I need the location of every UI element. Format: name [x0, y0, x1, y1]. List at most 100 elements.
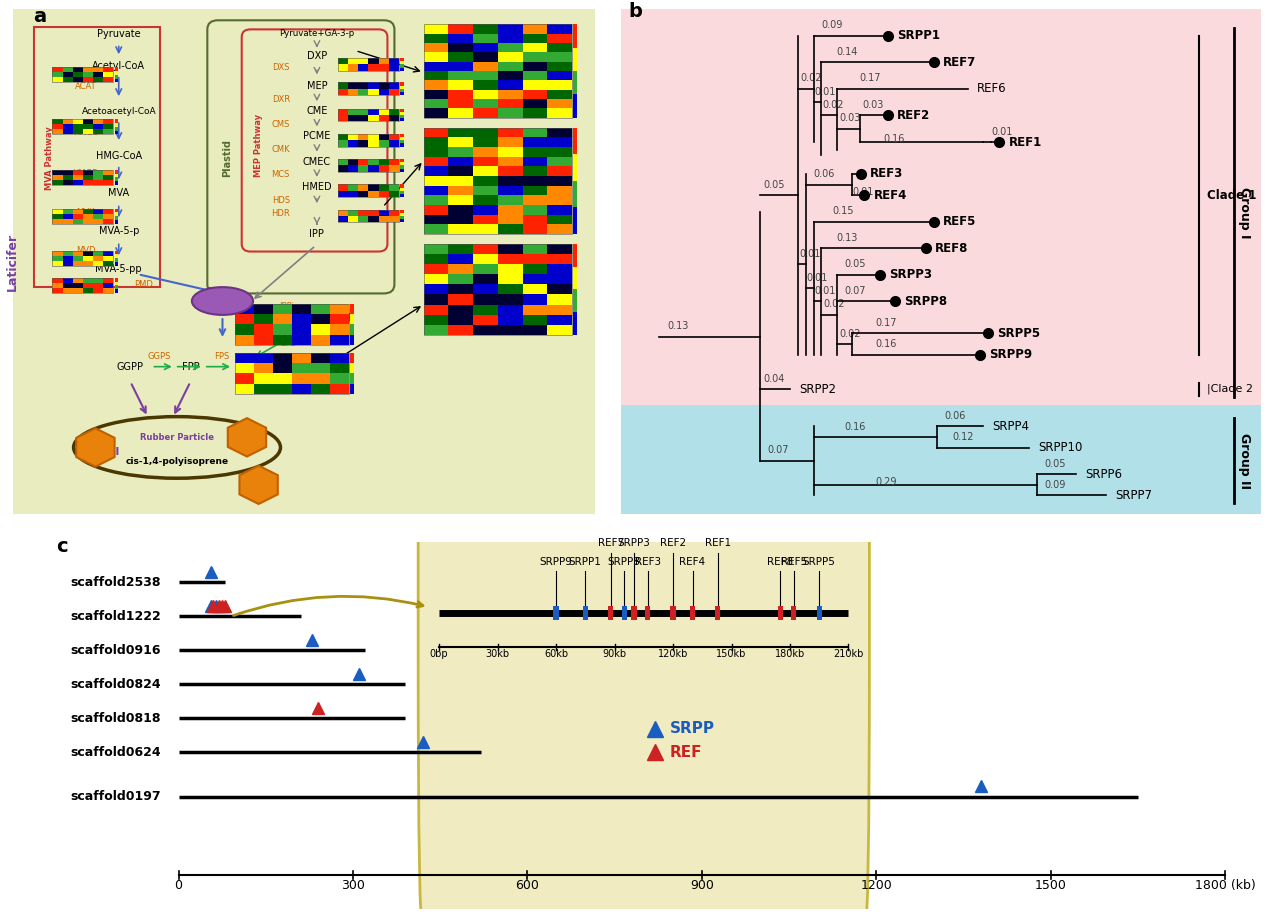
Bar: [82, 255, 92, 261]
Bar: [359, 216, 369, 222]
Bar: [423, 254, 449, 264]
Bar: [817, 606, 822, 620]
Bar: [348, 89, 359, 95]
Bar: [312, 334, 329, 345]
Bar: [62, 288, 72, 293]
Bar: [498, 62, 523, 71]
Bar: [255, 374, 274, 384]
Bar: [523, 147, 547, 157]
Text: 0.02: 0.02: [801, 73, 822, 84]
Bar: [498, 108, 523, 118]
Bar: [473, 62, 498, 71]
Bar: [547, 215, 573, 224]
Bar: [255, 324, 274, 334]
Bar: [115, 79, 118, 83]
Text: HDS: HDS: [271, 196, 290, 205]
Bar: [379, 191, 389, 197]
Text: 0.29: 0.29: [875, 476, 897, 487]
Bar: [312, 374, 329, 384]
Bar: [645, 606, 650, 620]
Bar: [52, 170, 114, 185]
Bar: [293, 304, 312, 314]
Bar: [52, 208, 114, 224]
Bar: [274, 374, 293, 384]
Text: HDR: HDR: [271, 209, 290, 218]
Bar: [92, 278, 104, 283]
Text: REF5: REF5: [780, 557, 807, 567]
Bar: [293, 314, 312, 324]
Bar: [255, 334, 274, 345]
Bar: [359, 185, 369, 191]
Bar: [348, 216, 359, 222]
Bar: [369, 134, 379, 140]
Bar: [369, 83, 379, 89]
Bar: [473, 254, 498, 264]
Bar: [72, 261, 82, 265]
Text: 0.14: 0.14: [836, 47, 858, 57]
Bar: [547, 138, 573, 147]
Bar: [104, 208, 114, 214]
Text: CME: CME: [307, 106, 328, 117]
Bar: [236, 374, 255, 384]
Text: SRPP: SRPP: [84, 442, 106, 452]
Text: MVA: MVA: [108, 188, 129, 198]
Text: SRPP8: SRPP8: [905, 295, 948, 308]
Bar: [449, 215, 473, 224]
Bar: [400, 92, 404, 95]
Bar: [473, 52, 498, 62]
Bar: [62, 218, 72, 224]
Bar: [72, 214, 82, 218]
Bar: [473, 128, 498, 138]
Bar: [82, 67, 92, 73]
Bar: [104, 180, 114, 185]
Bar: [350, 384, 353, 394]
Text: ACAT: ACAT: [75, 82, 96, 91]
Bar: [115, 254, 118, 258]
Bar: [62, 67, 72, 73]
Bar: [369, 209, 379, 216]
Bar: [473, 166, 498, 176]
Bar: [379, 134, 389, 140]
Bar: [547, 157, 573, 166]
Bar: [236, 314, 255, 324]
Bar: [473, 176, 498, 185]
Text: Rubber Particle: Rubber Particle: [141, 432, 214, 442]
Text: PMD: PMD: [134, 280, 153, 289]
Bar: [498, 166, 523, 176]
Bar: [523, 244, 547, 254]
Bar: [104, 255, 114, 261]
Bar: [423, 71, 449, 81]
Bar: [389, 191, 399, 197]
Bar: [498, 157, 523, 166]
Bar: [523, 224, 547, 234]
Text: Acetoacetyl-CoA: Acetoacetyl-CoA: [81, 106, 156, 116]
Bar: [449, 295, 473, 305]
Bar: [62, 124, 72, 129]
Bar: [449, 128, 473, 138]
Text: 0bp: 0bp: [430, 648, 449, 658]
Bar: [400, 213, 404, 216]
Bar: [621, 405, 1261, 514]
Bar: [400, 209, 404, 213]
Text: REF6: REF6: [977, 83, 1006, 95]
Bar: [62, 283, 72, 288]
Bar: [473, 244, 498, 254]
Bar: [72, 251, 82, 255]
Bar: [423, 325, 449, 335]
Text: FPS: FPS: [214, 352, 229, 361]
Bar: [274, 384, 293, 394]
Bar: [423, 295, 449, 305]
Bar: [379, 185, 389, 191]
Text: SRPP5: SRPP5: [803, 557, 836, 567]
FancyBboxPatch shape: [418, 284, 869, 918]
Text: IPP: IPP: [214, 296, 232, 306]
Text: SRPP8: SRPP8: [608, 557, 641, 567]
Bar: [72, 77, 82, 83]
Bar: [379, 64, 389, 71]
Bar: [389, 115, 399, 121]
Text: REF1: REF1: [1009, 136, 1041, 149]
Bar: [400, 64, 404, 68]
Text: GPP: GPP: [243, 362, 262, 372]
Text: REF: REF: [670, 744, 702, 760]
Bar: [449, 196, 473, 205]
